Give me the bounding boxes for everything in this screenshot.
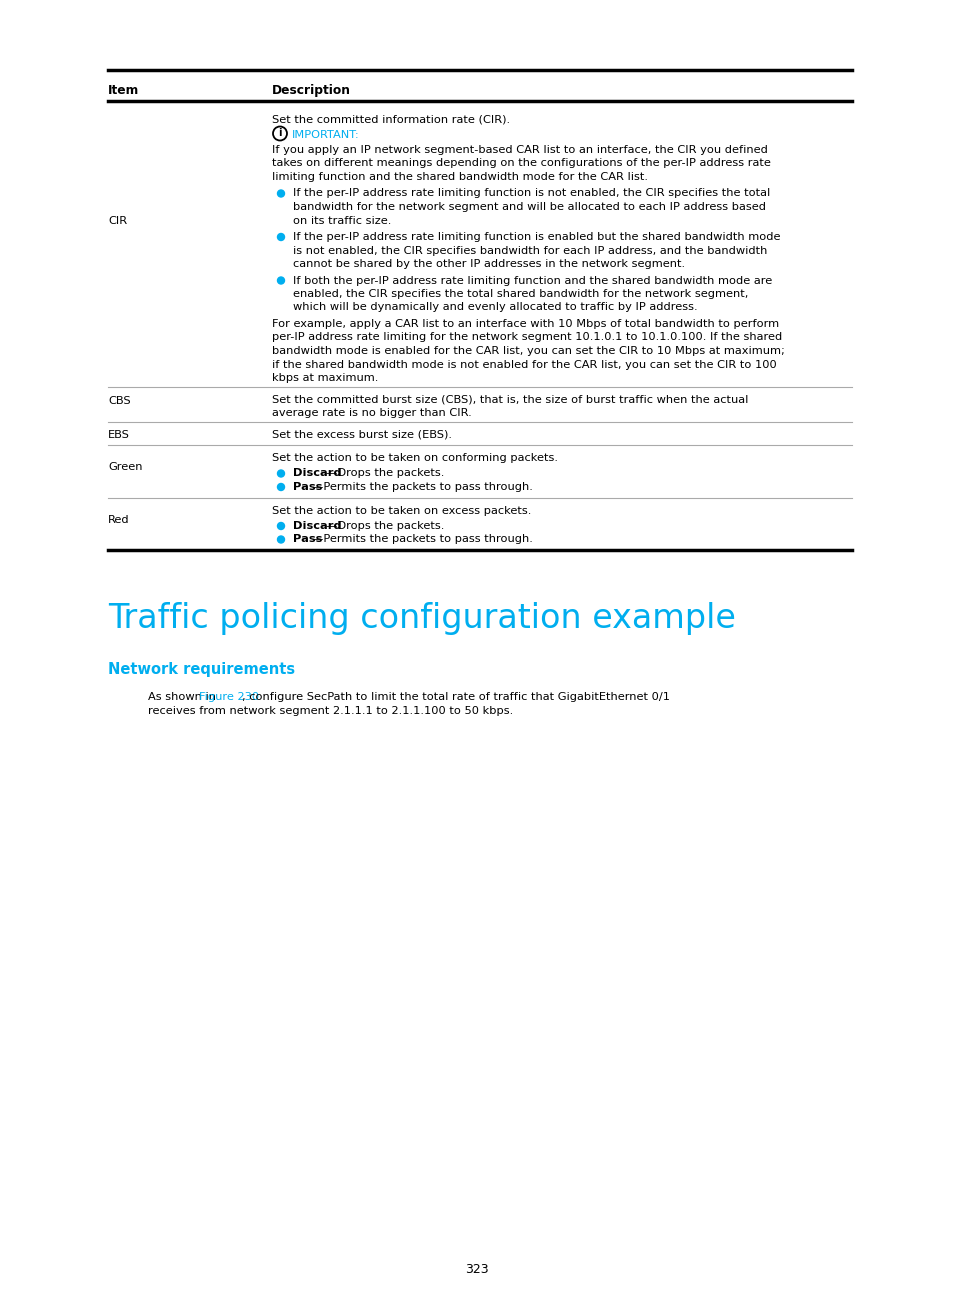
Text: i: i [278, 128, 281, 139]
Text: Figure 230: Figure 230 [199, 692, 259, 702]
Text: If you apply an IP network segment-based CAR list to an interface, the CIR you d: If you apply an IP network segment-based… [272, 145, 767, 156]
Text: Description: Description [272, 84, 351, 97]
Text: Traffic policing configuration example: Traffic policing configuration example [108, 603, 735, 635]
Text: bandwidth for the network segment and will be allocated to each IP address based: bandwidth for the network segment and wi… [293, 202, 765, 213]
Text: receives from network segment 2.1.1.1 to 2.1.1.100 to 50 kbps.: receives from network segment 2.1.1.1 to… [148, 705, 513, 715]
Circle shape [277, 483, 284, 490]
Text: which will be dynamically and evenly allocated to traffic by IP address.: which will be dynamically and evenly all… [293, 302, 697, 312]
Text: Discard: Discard [293, 468, 341, 478]
Text: —Permits the packets to pass through.: —Permits the packets to pass through. [312, 482, 533, 492]
Text: Set the committed information rate (CIR).: Set the committed information rate (CIR)… [272, 114, 510, 124]
Text: 323: 323 [465, 1264, 488, 1277]
Text: Pass: Pass [293, 482, 322, 492]
Circle shape [277, 191, 284, 197]
Text: average rate is no bigger than CIR.: average rate is no bigger than CIR. [272, 408, 471, 419]
Text: per-IP address rate limiting for the network segment 10.1.0.1 to 10.1.0.100. If : per-IP address rate limiting for the net… [272, 333, 781, 342]
Text: If the per-IP address rate limiting function is not enabled, the CIR specifies t: If the per-IP address rate limiting func… [293, 188, 769, 198]
Text: kbps at maximum.: kbps at maximum. [272, 373, 378, 384]
Text: Set the excess burst size (EBS).: Set the excess burst size (EBS). [272, 429, 452, 439]
Text: IMPORTANT:: IMPORTANT: [292, 130, 359, 140]
Text: CIR: CIR [108, 216, 127, 227]
Text: —Drops the packets.: —Drops the packets. [326, 468, 444, 478]
Text: takes on different meanings depending on the configurations of the per-IP addres: takes on different meanings depending on… [272, 158, 770, 168]
Text: Set the committed burst size (CBS), that is, the size of burst traffic when the : Set the committed burst size (CBS), that… [272, 394, 747, 404]
Text: If the per-IP address rate limiting function is enabled but the shared bandwidth: If the per-IP address rate limiting func… [293, 232, 780, 242]
Text: limiting function and the shared bandwidth mode for the CAR list.: limiting function and the shared bandwid… [272, 172, 647, 181]
Text: Network requirements: Network requirements [108, 662, 294, 677]
Text: on its traffic size.: on its traffic size. [293, 215, 391, 226]
Text: is not enabled, the CIR specifies bandwidth for each IP address, and the bandwid: is not enabled, the CIR specifies bandwi… [293, 245, 766, 255]
Text: If both the per-IP address rate limiting function and the shared bandwidth mode : If both the per-IP address rate limiting… [293, 276, 771, 285]
Circle shape [277, 233, 284, 241]
Text: —Permits the packets to pass through.: —Permits the packets to pass through. [312, 534, 533, 544]
Text: CBS: CBS [108, 397, 131, 406]
Circle shape [277, 522, 284, 530]
Text: if the shared bandwidth mode is not enabled for the CAR list, you can set the CI: if the shared bandwidth mode is not enab… [272, 359, 776, 369]
Text: Pass: Pass [293, 534, 322, 544]
Circle shape [277, 537, 284, 543]
Text: Set the action to be taken on conforming packets.: Set the action to be taken on conforming… [272, 454, 558, 463]
Circle shape [277, 470, 284, 477]
Text: —Drops the packets.: —Drops the packets. [326, 521, 444, 531]
Text: , configure SecPath to limit the total rate of traffic that GigabitEthernet 0/1: , configure SecPath to limit the total r… [241, 692, 669, 702]
Text: Item: Item [108, 84, 139, 97]
Text: Red: Red [108, 515, 130, 525]
Text: Green: Green [108, 463, 142, 473]
Text: Set the action to be taken on excess packets.: Set the action to be taken on excess pac… [272, 505, 531, 516]
Text: enabled, the CIR specifies the total shared bandwidth for the network segment,: enabled, the CIR specifies the total sha… [293, 289, 747, 299]
Text: As shown in: As shown in [148, 692, 219, 702]
Text: cannot be shared by the other IP addresses in the network segment.: cannot be shared by the other IP address… [293, 259, 684, 270]
Text: EBS: EBS [108, 429, 130, 439]
Circle shape [277, 277, 284, 284]
Text: Discard: Discard [293, 521, 341, 531]
Text: bandwidth mode is enabled for the CAR list, you can set the CIR to 10 Mbps at ma: bandwidth mode is enabled for the CAR li… [272, 346, 784, 356]
Text: For example, apply a CAR list to an interface with 10 Mbps of total bandwidth to: For example, apply a CAR list to an inte… [272, 319, 779, 329]
